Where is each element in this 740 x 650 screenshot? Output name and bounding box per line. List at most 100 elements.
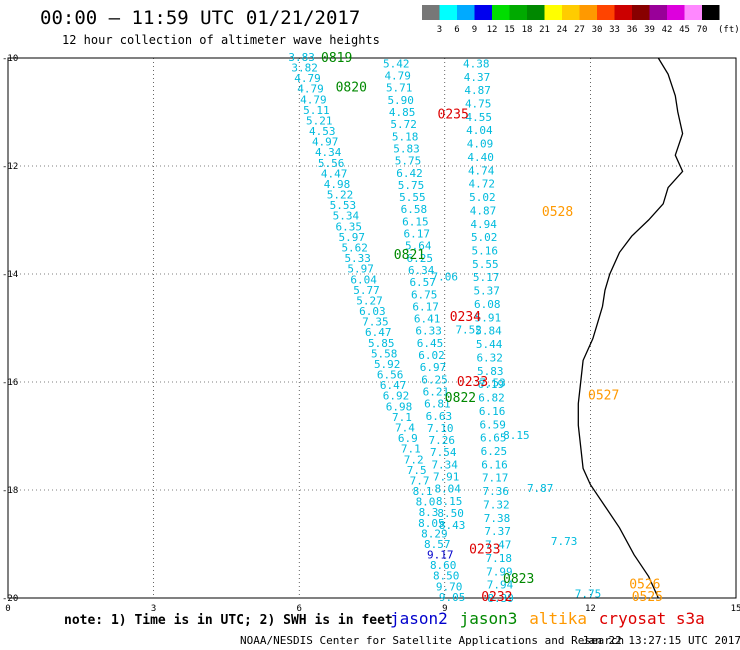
wave-height-value: 7.4 xyxy=(395,422,415,435)
wave-height-value: 7.52 xyxy=(455,324,482,337)
wave-height-value: 6.45 xyxy=(417,337,444,350)
wave-height-value: 3.82 xyxy=(291,62,318,75)
wave-height-value: 3.83 xyxy=(288,51,315,64)
x-axis-labels: 0 3 6 9 12 15 xyxy=(5,604,740,614)
wave-height-value: 6.25 xyxy=(407,252,434,265)
wave-height-value: 6.25 xyxy=(481,445,508,458)
wave-height-value: 6.32 xyxy=(476,351,503,364)
wave-height-value: 6.59 xyxy=(479,418,506,431)
wave-height-value: 6.47 xyxy=(380,379,407,392)
pass-label-cryosat: 0234 xyxy=(450,310,481,325)
colorbar-swatch xyxy=(684,5,702,20)
wave-height-value: 5.75 xyxy=(395,155,422,168)
wave-height-value: 8.0 xyxy=(416,496,436,509)
y-tick-label: -14 xyxy=(2,270,18,280)
wave-height-value: 7.54 xyxy=(430,446,457,459)
colorbar-swatch xyxy=(614,5,632,20)
wave-height-value: 5.72 xyxy=(390,118,417,131)
colorbar-label: 42 xyxy=(662,25,673,35)
wave-height-value: 6.16 xyxy=(479,405,506,418)
pass-label-jason3: 0823 xyxy=(503,572,534,587)
wave-height-value: 5.84 xyxy=(475,325,502,338)
legend-cryosat: cryosat s3a xyxy=(599,609,705,628)
y-axis-labels: -10 -12 -14 -16 -18 -20 xyxy=(2,54,18,604)
wave-height-value: 6.58 xyxy=(401,203,428,216)
colorbar-label: 70 xyxy=(697,25,708,35)
wave-height-value: 5.02 xyxy=(469,191,496,204)
wave-height-value: 7.32 xyxy=(483,498,510,511)
wave-height-value: 5.21 xyxy=(306,114,333,127)
wave-height-value: 6.34 xyxy=(408,264,435,277)
wave-height-value: 5.37 xyxy=(473,285,500,298)
wave-height-value: 5.33 xyxy=(344,252,371,265)
wave-height-value: 5.34 xyxy=(333,210,360,223)
wave-height-value: 5.83 xyxy=(393,142,420,155)
wave-height-value: 4.98 xyxy=(324,178,351,191)
colorbar-swatch xyxy=(527,5,545,20)
x-tick-label: 15 xyxy=(731,604,740,614)
wave-height-value: 5.58 xyxy=(371,347,398,360)
wave-height-value: 6.08 xyxy=(474,298,501,311)
pass-label-jason3: 0821 xyxy=(394,248,425,263)
legend-jason2: jason2 xyxy=(390,609,448,628)
wave-height-value: 6.98 xyxy=(386,400,413,413)
colorbar-swatch xyxy=(544,5,562,20)
wave-height-value: 7.10 xyxy=(427,422,454,435)
wave-height-value: 6.33 xyxy=(415,325,442,338)
wave-height-value: 5.44 xyxy=(476,338,503,351)
x-tick-label: 12 xyxy=(585,604,596,614)
wave-height-value: 8.43 xyxy=(439,519,466,532)
wave-height-value: 6.47 xyxy=(365,326,392,339)
wave-height-value: 4.53 xyxy=(309,125,336,138)
wave-height-value: 5.11 xyxy=(303,104,330,117)
wave-height-value: 7.47 xyxy=(485,539,512,552)
wave-height-value: 4.72 xyxy=(469,178,496,191)
wave-height-value: 6.75 xyxy=(411,288,438,301)
pass-label-altika: 0526 xyxy=(629,578,660,593)
wave-height-value: 7.99 xyxy=(486,565,513,578)
colorbar-label: 15 xyxy=(504,25,515,35)
wave-height-value: 5.92 xyxy=(374,358,401,371)
y-tick-label: -12 xyxy=(2,162,18,172)
wave-height-value: 4.38 xyxy=(463,57,490,70)
wave-height-value: 4.09 xyxy=(467,138,494,151)
colorbar-swatch xyxy=(492,5,510,20)
wave-height-value: 5.62 xyxy=(341,242,368,255)
wave-height-value: 6.35 xyxy=(336,220,363,233)
wave-height-value: 5.27 xyxy=(356,294,383,307)
colorbar-label: 45 xyxy=(679,25,690,35)
wave-height-value: 6.92 xyxy=(383,390,410,403)
wave-height-value: 5.97 xyxy=(347,263,374,276)
wave-height-value: 6.17 xyxy=(404,228,431,241)
wave-height-value: 4.79 xyxy=(294,72,321,85)
pass-label-jason3: 0819 xyxy=(321,51,352,66)
satellite-legend: jason2 jason3 altika cryosat s3a xyxy=(390,609,705,628)
wave-height-value: 4.37 xyxy=(464,71,491,84)
wave-height-value: 6.17 xyxy=(412,300,439,313)
wave-height-value: 7.7 xyxy=(410,474,430,487)
wave-height-value: 6.16 xyxy=(481,458,508,471)
colorbar-swatch xyxy=(439,5,457,20)
wave-height-value: 4.85 xyxy=(389,106,416,119)
pass-label-cryosat: 0232 xyxy=(481,590,512,605)
wave-height-value: 7.2 xyxy=(404,453,424,466)
wave-height-value: 4.55 xyxy=(466,111,493,124)
wave-height-value: 5.55 xyxy=(399,191,426,204)
colorbar-label: 24 xyxy=(557,25,568,35)
x-tick-label: 0 xyxy=(5,604,10,614)
wave-height-value: 8.04 xyxy=(434,483,461,496)
legend-jason3: jason3 xyxy=(460,609,518,628)
colorbar-swatch xyxy=(667,5,685,20)
wave-height-value: 6.19 xyxy=(478,378,505,391)
wave-height-value: 7.91 xyxy=(433,471,460,484)
wave-height-value: 7.38 xyxy=(484,512,511,525)
wave-height-value: 4.79 xyxy=(384,70,411,83)
colorbar-swatch xyxy=(597,5,615,20)
colorbar-label: 12 xyxy=(487,25,498,35)
wave-height-value: 4.97 xyxy=(312,136,339,149)
legend-altika: altika xyxy=(529,609,587,628)
wave-height-value: 6.56 xyxy=(377,369,404,382)
wave-height-value: 5.97 xyxy=(339,231,366,244)
wave-height-value: 7.18 xyxy=(486,552,513,565)
